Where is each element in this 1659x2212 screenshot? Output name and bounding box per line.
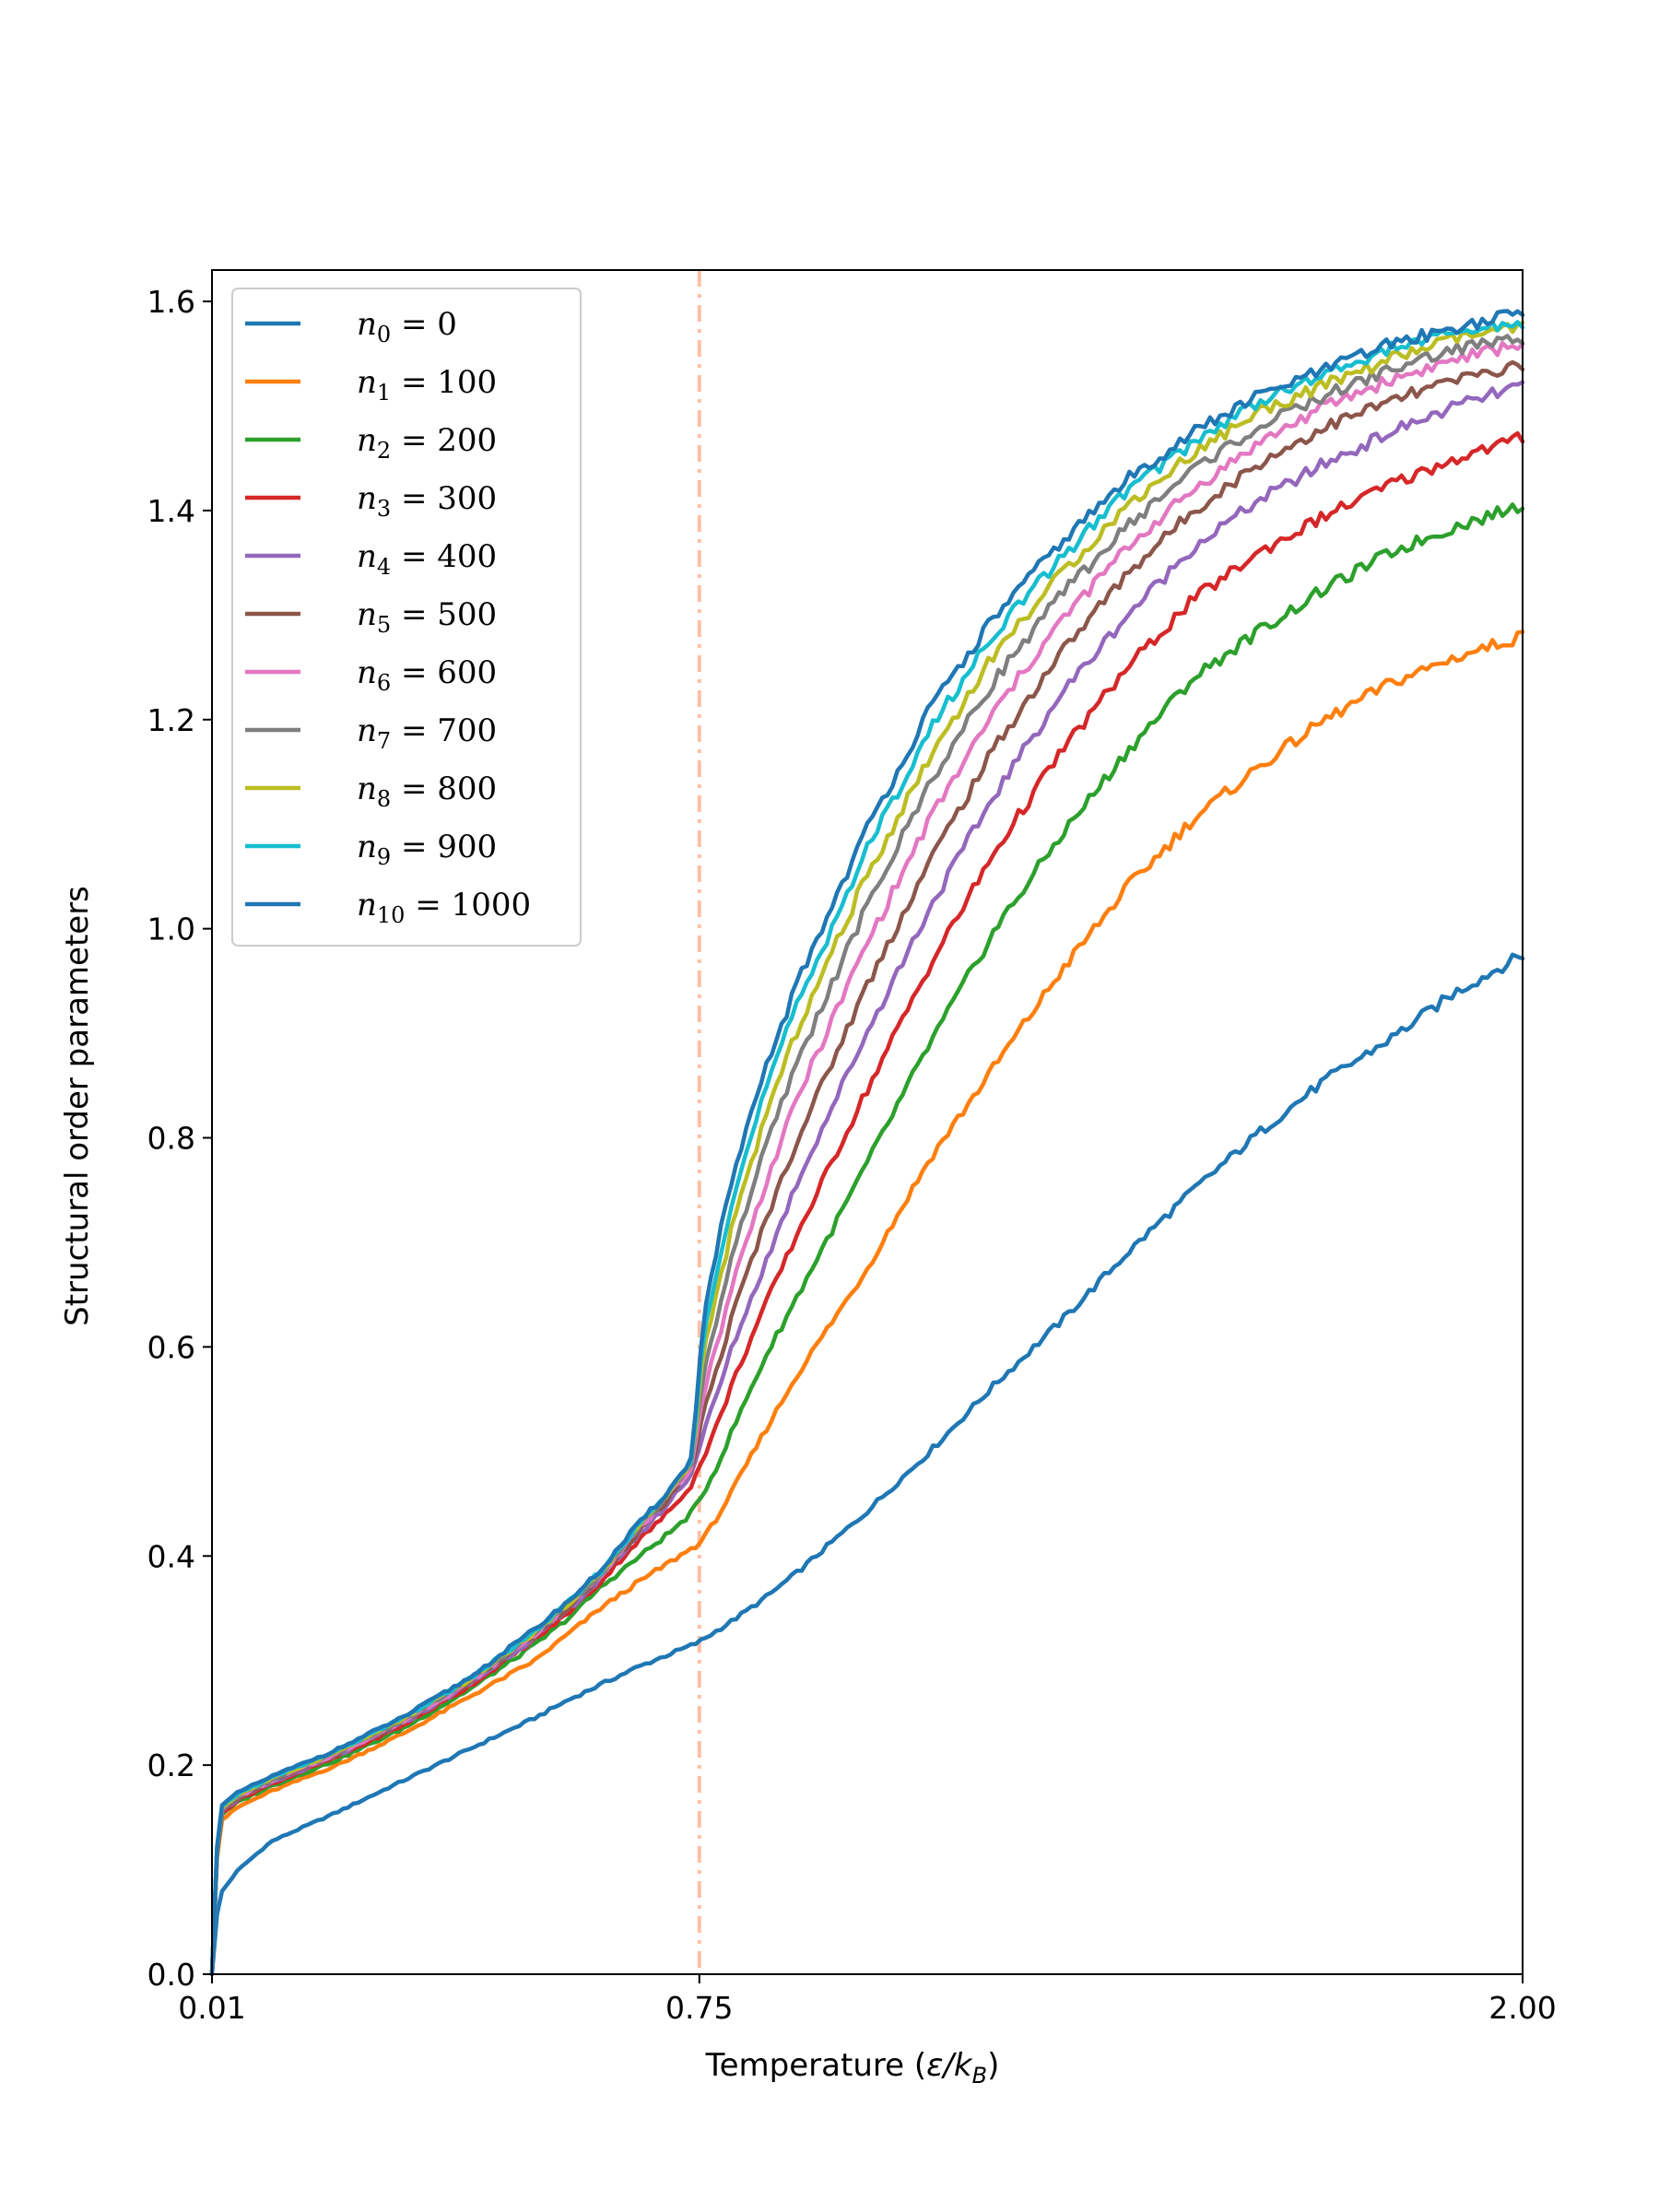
legend-entry: n10 = 1000	[357, 887, 531, 928]
y-tick-label: 0.8	[147, 1121, 195, 1157]
y-tick-label: 0.6	[147, 1329, 195, 1365]
x-tick-label: 2.00	[1488, 1990, 1556, 2026]
series-line-n9	[209, 320, 1525, 1977]
series-line-n0	[209, 952, 1525, 1977]
y-tick-label: 1.0	[147, 912, 195, 947]
legend-entry: n9 = 900	[357, 829, 497, 870]
x-axis-title: Temperature (ε/kB)	[705, 2047, 1000, 2088]
legend-entry: n6 = 600	[357, 654, 497, 696]
y-tick-label: 0.0	[147, 1957, 195, 1993]
legend-entry: n0 = 0	[357, 306, 457, 347]
x-tick-label: 0.01	[178, 1990, 245, 2026]
legend-entry: n8 = 800	[357, 771, 497, 812]
series-line-n10	[209, 309, 1525, 1977]
y-tick-label: 0.2	[147, 1747, 195, 1783]
legend: n0 = 0 n1 = 100 n2 = 200 n3 = 300 n4 = 400 n5…	[231, 288, 582, 947]
plot-frame	[211, 269, 1524, 1975]
series-line-n2	[209, 502, 1525, 1977]
y-tick-label: 0.4	[147, 1538, 195, 1574]
axes: 0.01 0.75 2.00 0.0 0.2 0.4 0.6 0.8 1.0 1.2 1.4 1.6	[147, 269, 1557, 2026]
y-tick-label: 1.2	[147, 702, 195, 738]
series-line-n6	[209, 340, 1525, 1977]
y-tick-label: 1.6	[147, 284, 195, 320]
y-axis-title: Structural order parameters	[59, 886, 96, 1326]
x-tick-label: 0.75	[665, 1990, 733, 2026]
series-line-n1	[209, 629, 1525, 1977]
legend-entry: n4 = 400	[357, 538, 497, 580]
legend-entry: n7 = 700	[357, 712, 497, 754]
legend-box	[231, 288, 582, 947]
plot-area	[209, 270, 1525, 1977]
legend-entry: n2 = 200	[357, 422, 497, 464]
legend-entry: n1 = 100	[357, 364, 497, 406]
legend-entry: n3 = 300	[357, 480, 497, 522]
y-tick-label: 1.4	[147, 493, 195, 529]
legend-entry: n5 = 500	[357, 596, 497, 638]
